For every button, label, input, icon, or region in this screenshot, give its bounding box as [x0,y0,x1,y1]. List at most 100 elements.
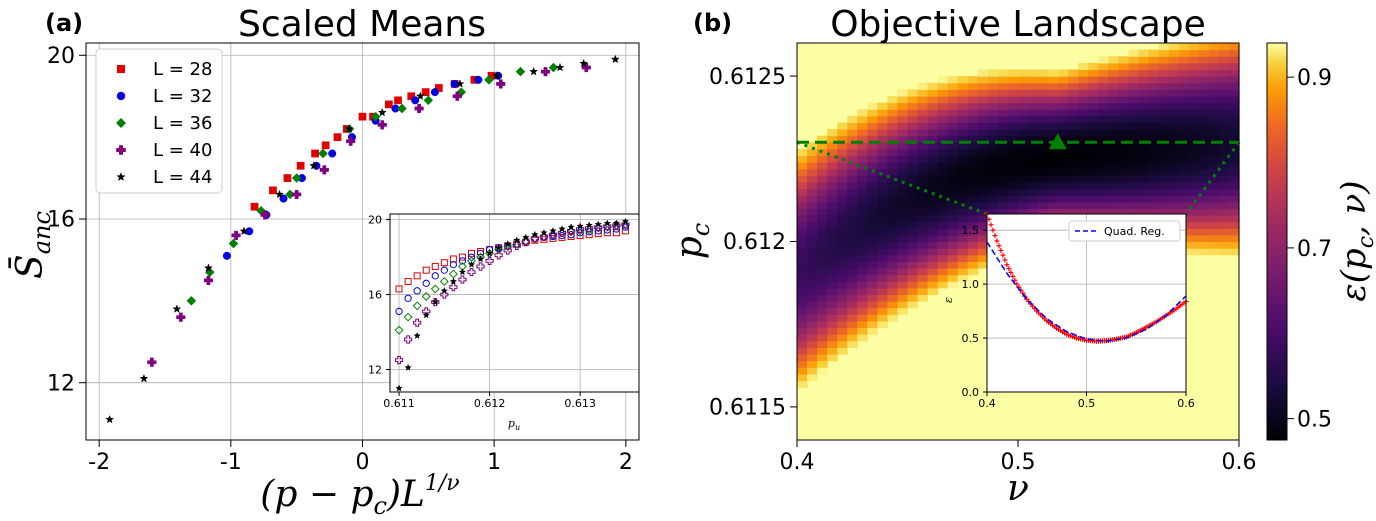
heatmap-cell [807,148,818,157]
heatmap-cell [997,175,1009,183]
data-point-star [415,91,425,101]
heatmap-cell [827,320,838,329]
x-tick-label: 0.6 [1222,450,1257,475]
heatmap-cell [937,261,949,269]
heatmap-cell [827,294,838,302]
heatmap-cell [1098,155,1110,163]
heatmap-cell [1128,76,1140,84]
heatmap-cell [957,162,969,170]
heatmap-cell [897,301,909,309]
heatmap-cell [1118,109,1130,117]
heatmap-cell [1178,43,1190,51]
heatmap-cell [1038,188,1049,196]
heatmap-cell [847,148,858,157]
heatmap-cell [957,109,969,117]
heatmap-cell [897,201,909,210]
heatmap-cell [1088,175,1099,183]
inset-point-circle-open [404,294,412,302]
heatmap-cell [847,301,858,309]
heatmap-cell [827,221,838,229]
heatmap-cell [827,215,838,223]
heatmap-cell [1108,82,1120,90]
data-point-star [309,161,319,170]
heatmap-cell [1048,188,1059,196]
heatmap-cell [1078,109,1089,117]
heatmap-ylabel: pc [669,223,715,260]
heatmap-cell [1218,142,1230,150]
heatmap-cell [997,181,1009,190]
heatmap-cell [837,294,848,302]
heatmap-cell [927,162,939,170]
heatmap-cell [1038,89,1049,97]
heatmap-cell [1218,208,1230,216]
heatmap-cell [1188,168,1200,176]
heatmap-cell [1228,62,1240,71]
heatmap-cell [957,135,969,143]
heatmap-cell [1148,49,1160,57]
heatmap-cell [1138,62,1150,71]
heatmap-cell [877,267,889,276]
heatmap-cell [907,221,919,229]
heatmap-cell [1048,181,1059,190]
heatmap-cell [957,221,969,229]
heatmap-cell [827,241,838,249]
heatmap-cell [1128,95,1140,104]
heatmap-cell [897,115,909,123]
heatmap-cell [957,168,969,176]
heatmap-cell [1108,69,1120,77]
inset-point-star [512,236,521,244]
heatmap-cell [887,181,899,190]
heatmap-cell [1128,56,1140,64]
heatmap-cell [927,155,939,163]
heatmap-cell [1068,155,1079,163]
heatmap-cell [857,188,868,196]
inset-point-diamond-open [394,325,404,335]
data-point-diamond [484,74,494,85]
inset-point-diamond-open [620,220,630,230]
inset-point-diamond-open [439,276,449,286]
heatmap-cell [1148,82,1160,90]
heatmap-cell [1118,168,1130,176]
heatmap-cell [877,109,889,117]
heatmap-cell [887,234,899,243]
heatmap-cell [797,201,808,210]
heatmap-cell [857,135,868,143]
data-point-star [455,79,465,88]
heatmap-cell [877,320,889,329]
heatmap-cell [987,148,999,157]
heatmap-cell [1118,208,1130,216]
heatmap-cell [927,215,939,223]
heatmap-cell [1188,215,1200,223]
heatmap-cell [1148,162,1160,170]
heatmap-cell [1038,76,1049,84]
heatmap-cell [1088,162,1099,170]
heatmap-cell [817,181,828,190]
heatmap-cell [827,314,838,322]
heatmap-cell [1048,168,1059,176]
heatmap-cell [947,168,959,176]
heatmap-cell [1098,56,1110,64]
heatmap-cell [907,234,919,243]
heatmap-cell [977,175,989,183]
inset-point-square-open [413,272,421,280]
heatmap-cell [967,95,979,104]
heatmap-cell [807,181,818,190]
heatmap-cell [1198,155,1210,163]
heatmap-cell [807,221,818,229]
heatmap-cell [1158,129,1170,137]
heatmap-cell [867,109,878,117]
y-tick-label: 1.5 [962,224,980,237]
heatmap-cell [1138,208,1150,216]
heatmap-cell [1228,43,1240,51]
heatmap-cell [807,248,818,256]
heatmap-cell [857,228,868,236]
heatmap-cell [927,168,939,176]
heatmap-cell [1088,89,1099,97]
inset-point-star [440,286,449,295]
heatmap-cell [937,122,949,130]
inset-point-star [540,228,548,236]
heatmap-cell [977,89,989,97]
heatmap-cell [827,195,838,203]
heatmap-cell [1128,162,1140,170]
